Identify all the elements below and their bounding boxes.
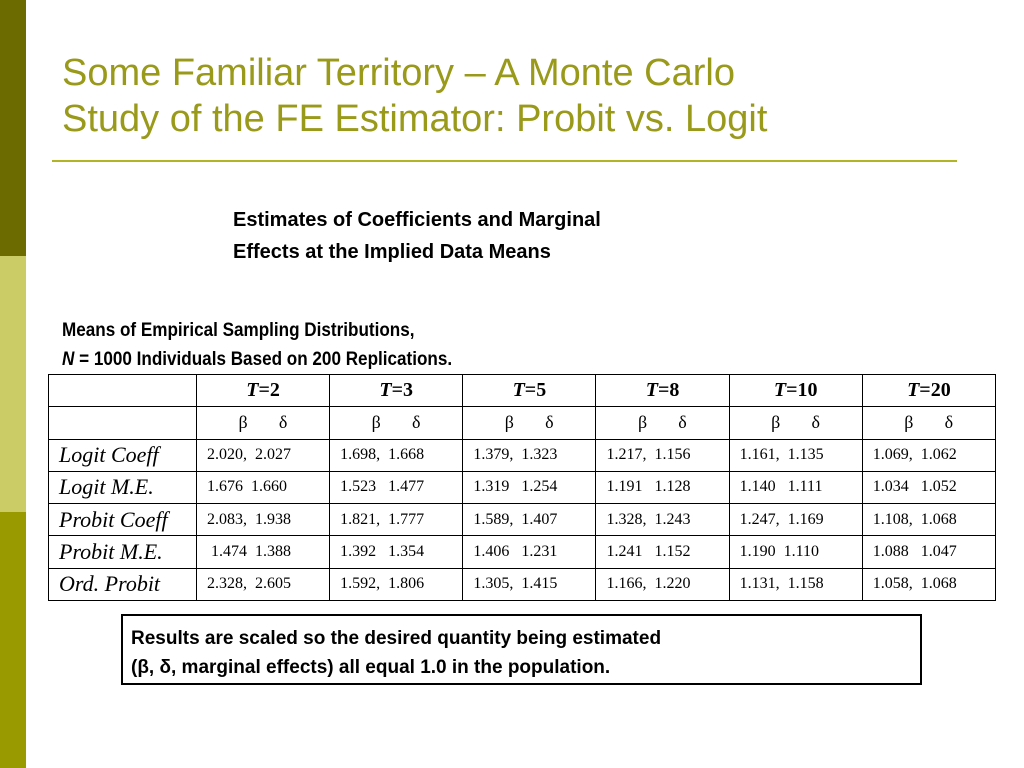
slide-subtitle: Estimates of Coefficients and Marginal E… (233, 204, 793, 268)
caption-line1: Means of Empirical Sampling Distribution… (62, 320, 415, 341)
value-cell: 1.305, 1.415 (462, 567, 597, 602)
value-cell: 1.406 1.231 (462, 535, 597, 569)
beta-symbol: β (238, 412, 248, 433)
value-cell: 1.379, 1.323 (462, 438, 597, 472)
delta-symbol: δ (545, 412, 554, 433)
symbol-corner-cell (48, 406, 197, 440)
value-cell: 1.241 1.152 (595, 535, 730, 569)
value-cell: 1.058, 1.068 (861, 567, 997, 602)
delta-symbol: δ (944, 412, 954, 433)
row-label: Probit Coeff (48, 503, 197, 537)
table-header-row: T=2 T=3 T=5 T=8 T=10 T=20 (48, 373, 997, 408)
sidebar-segment-top (0, 0, 26, 256)
delta-symbol: δ (811, 412, 820, 433)
row-label: Logit M.E. (48, 470, 197, 505)
table-row-logit-me: Logit M.E. 1.676 1.660 1.523 1.477 1.319… (48, 470, 997, 505)
subtitle-line2: Effects at the Implied Data Means (233, 241, 551, 263)
sidebar-segment-bottom (0, 512, 26, 768)
value-cell: 1.161, 1.135 (728, 438, 863, 472)
value-cell: 1.328, 1.243 (595, 503, 730, 537)
header-cell-t10: T=10 (728, 373, 863, 408)
beta-symbol: β (637, 412, 648, 433)
delta-symbol: δ (278, 412, 288, 433)
scaling-note-box: Results are scaled so the desired quanti… (121, 614, 922, 685)
beta-symbol: β (904, 412, 914, 433)
caption-n-var: N (62, 349, 75, 370)
value-cell: 1.140 1.111 (728, 470, 863, 505)
value-cell: 1.217, 1.156 (595, 438, 730, 472)
value-cell: 1.191 1.128 (595, 470, 730, 505)
slide-title-line2: Study of the FE Estimator: Probit vs. Lo… (62, 98, 768, 140)
row-label: Probit M.E. (48, 535, 197, 569)
sidebar-segment-middle (0, 256, 26, 512)
table-caption: Means of Empirical Sampling Distribution… (62, 316, 602, 374)
value-cell: 1.676 1.660 (195, 470, 331, 505)
value-cell: 1.392 1.354 (329, 535, 464, 569)
row-label: Logit Coeff (48, 438, 197, 472)
value-cell: 1.523 1.477 (329, 470, 464, 505)
header-cell-t5: T=5 (462, 373, 597, 408)
value-cell: 2.020, 2.027 (195, 438, 331, 472)
row-label: Ord. Probit (48, 567, 197, 602)
value-cell: 1.698, 1.668 (329, 438, 464, 472)
slide-title: Some Familiar Territory – A Monte Carlo … (62, 50, 962, 142)
value-cell: 1.589, 1.407 (462, 503, 597, 537)
caption-line2: N = 1000 Individuals Based on 200 Replic… (62, 345, 602, 374)
delta-symbol: δ (678, 412, 687, 433)
value-cell: 1.108, 1.068 (861, 503, 997, 537)
value-cell: 1.166, 1.220 (595, 567, 730, 602)
beta-symbol: β (371, 412, 381, 433)
delta-symbol: δ (411, 412, 421, 433)
header-cell-t3: T=3 (329, 373, 464, 408)
value-cell: 2.083, 1.938 (195, 503, 331, 537)
value-cell: 1.069, 1.062 (861, 438, 997, 472)
table-row-probit-coeff: Probit Coeff 2.083, 1.938 1.821, 1.777 1… (48, 503, 997, 537)
subtitle-line1: Estimates of Coefficients and Marginal (233, 209, 601, 231)
header-corner-cell (48, 373, 197, 408)
beta-symbol: β (771, 412, 781, 433)
header-cell-t8: T=8 (595, 373, 730, 408)
table-row-probit-me: Probit M.E. 1.474 1.388 1.392 1.354 1.40… (48, 535, 997, 569)
sidebar-accent (0, 0, 26, 768)
value-cell: 2.328, 2.605 (195, 567, 331, 602)
header-cell-t20: T=20 (861, 373, 997, 408)
caption-line2-text: = 1000 Individuals Based on 200 Replicat… (74, 349, 453, 370)
table-row-logit-coeff: Logit Coeff 2.020, 2.027 1.698, 1.668 1.… (48, 438, 997, 472)
note-line2: (β, δ, marginal effects) all equal 1.0 i… (131, 657, 611, 678)
value-cell: 1.821, 1.777 (329, 503, 464, 537)
value-cell: 1.319 1.254 (462, 470, 597, 505)
note-line1: Results are scaled so the desired quanti… (131, 628, 662, 649)
value-cell: 1.474 1.388 (195, 535, 331, 569)
header-cell-t2: T=2 (195, 373, 331, 408)
value-cell: 1.190 1.110 (728, 535, 863, 569)
value-cell: 1.131, 1.158 (728, 567, 863, 602)
value-cell: 1.247, 1.169 (728, 503, 863, 537)
value-cell: 1.592, 1.806 (329, 567, 464, 602)
slide-title-line1: Some Familiar Territory – A Monte Carlo (62, 52, 735, 94)
title-divider (52, 160, 957, 162)
beta-symbol: β (504, 412, 514, 433)
value-cell: 1.034 1.052 (861, 470, 997, 505)
table-row-ord-probit: Ord. Probit 2.328, 2.605 1.592, 1.806 1.… (48, 567, 997, 602)
value-cell: 1.088 1.047 (861, 535, 997, 569)
